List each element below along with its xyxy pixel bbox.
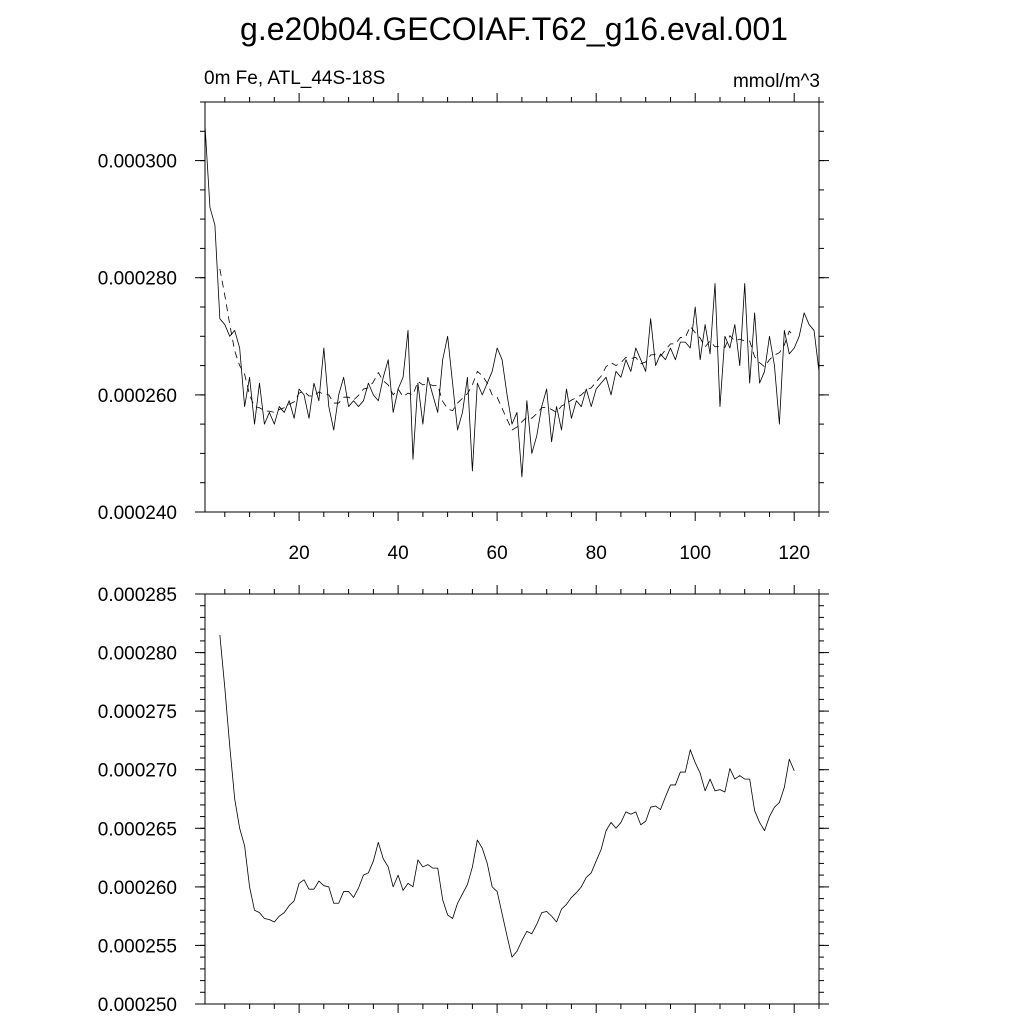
top-series bbox=[204, 125, 820, 478]
bottom-y-tick-labels: 0.000250 0.000255 0.000260 0.000265 0.000270… bbox=[98, 585, 177, 1016]
figure-title: g.e20b04.GECOIAF.T62_g16.eval.001 bbox=[240, 11, 788, 47]
bottom-plot-frame bbox=[204, 593, 820, 1005]
top-panel-left-label: 0m Fe, ATL_44S-18S bbox=[204, 68, 385, 89]
bottom-ticks bbox=[195, 585, 829, 1013]
top-plot-frame bbox=[204, 101, 820, 513]
y-tick-label: 0.000270 bbox=[98, 761, 177, 782]
series-line-solid bbox=[219, 634, 795, 958]
x-tick-label: 100 bbox=[679, 543, 711, 564]
y-tick-label: 0.000275 bbox=[98, 702, 177, 723]
top-y-tick-labels: 0.000240 0.000260 0.000280 0.000300 bbox=[98, 152, 177, 524]
y-tick-label: 0.000265 bbox=[98, 819, 177, 840]
x-tick-label: 120 bbox=[778, 543, 810, 564]
x-tick-label: 40 bbox=[388, 543, 409, 564]
y-tick-label: 0.000280 bbox=[98, 644, 177, 665]
top-panel: 0m Fe, ATL_44S-18S mmol/m^3 0.0002400.00… bbox=[98, 68, 829, 564]
series-line-solid bbox=[204, 125, 820, 478]
top-panel-units-label: mmol/m^3 bbox=[733, 71, 820, 92]
y-tick-label: 0.000240 bbox=[98, 503, 177, 524]
series-line-dashed bbox=[219, 268, 795, 431]
x-tick-label: 60 bbox=[487, 543, 508, 564]
y-tick-label: 0.000255 bbox=[98, 936, 177, 957]
top-ticks bbox=[195, 93, 829, 521]
y-tick-label: 0.000260 bbox=[98, 386, 177, 407]
top-x-tick-labels: 20 40 60 80 100 120 bbox=[289, 543, 811, 564]
y-tick-label: 0.000300 bbox=[98, 152, 177, 173]
x-tick-label: 20 bbox=[289, 543, 310, 564]
y-tick-label: 0.000285 bbox=[98, 585, 177, 606]
y-tick-label: 0.000280 bbox=[98, 269, 177, 290]
bottom-panel: 0.000250 0.000255 0.000260 0.000265 0.000270… bbox=[98, 585, 829, 1016]
x-tick-label: 80 bbox=[586, 543, 607, 564]
y-tick-label: 0.000260 bbox=[98, 878, 177, 899]
y-tick-label: 0.000250 bbox=[98, 995, 177, 1016]
bottom-series bbox=[219, 634, 795, 958]
